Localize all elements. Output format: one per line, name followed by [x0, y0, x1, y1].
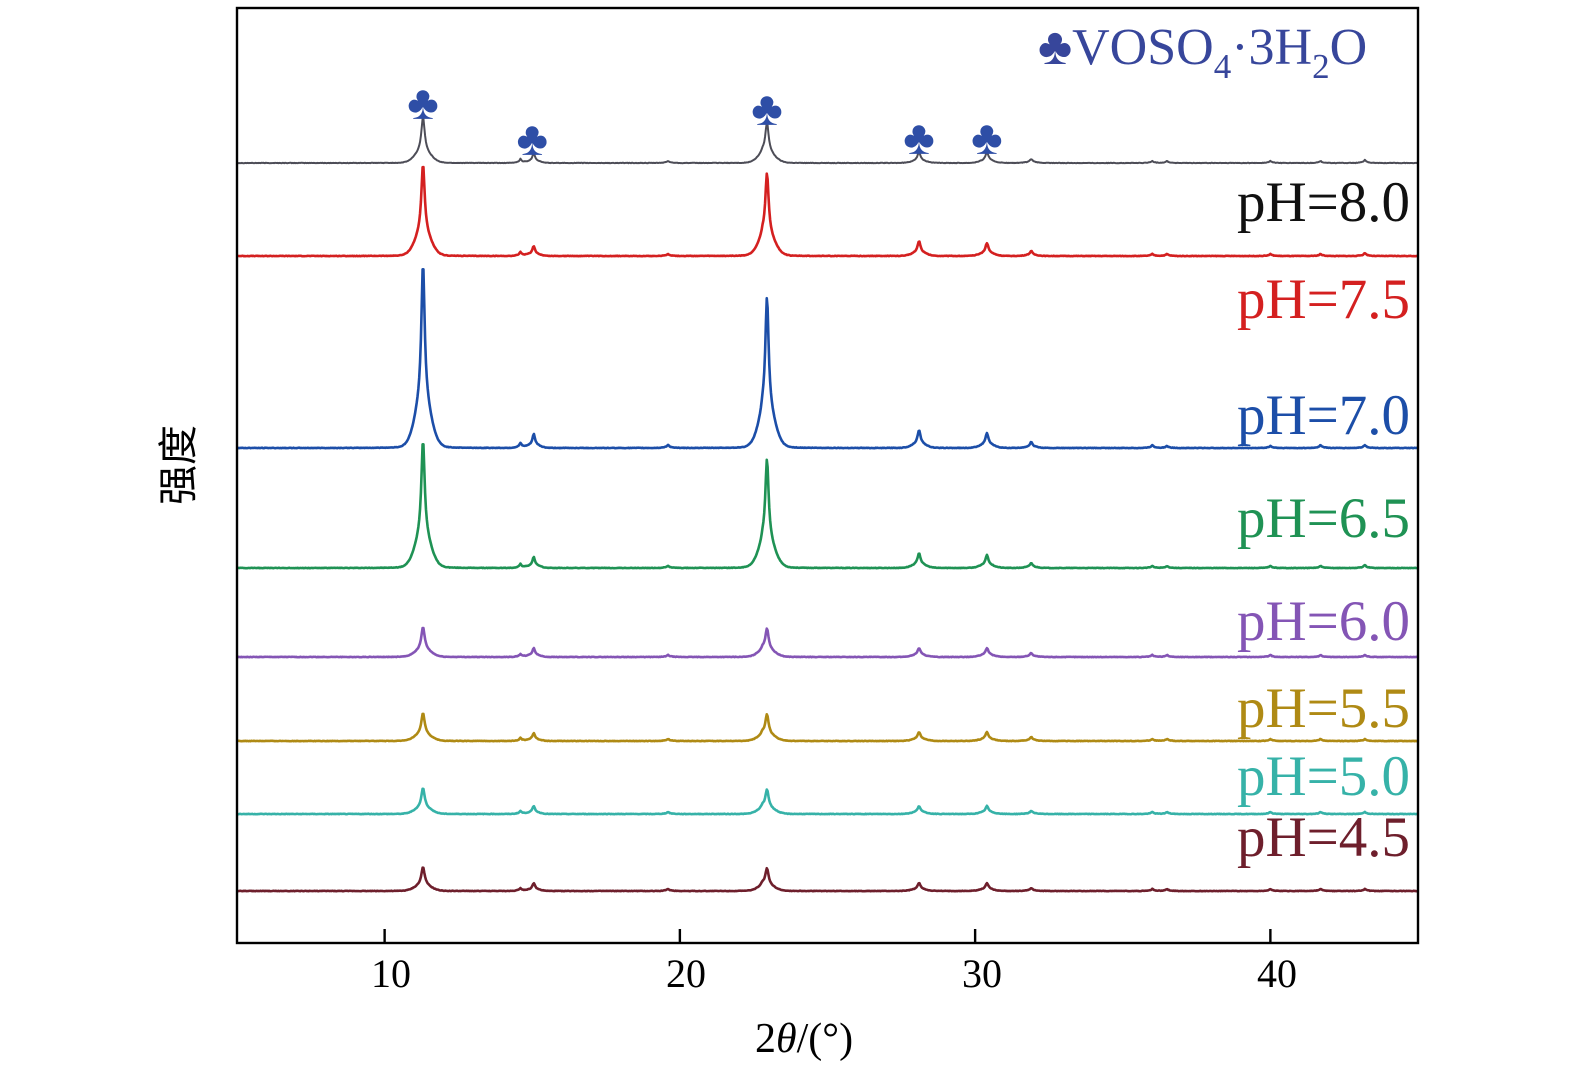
- svg-text:♣: ♣: [751, 83, 783, 136]
- svg-text:♣: ♣: [971, 112, 1003, 165]
- svg-text:♣: ♣: [903, 112, 935, 165]
- svg-text:♣: ♣: [517, 113, 549, 166]
- svg-text:♣: ♣: [407, 77, 439, 130]
